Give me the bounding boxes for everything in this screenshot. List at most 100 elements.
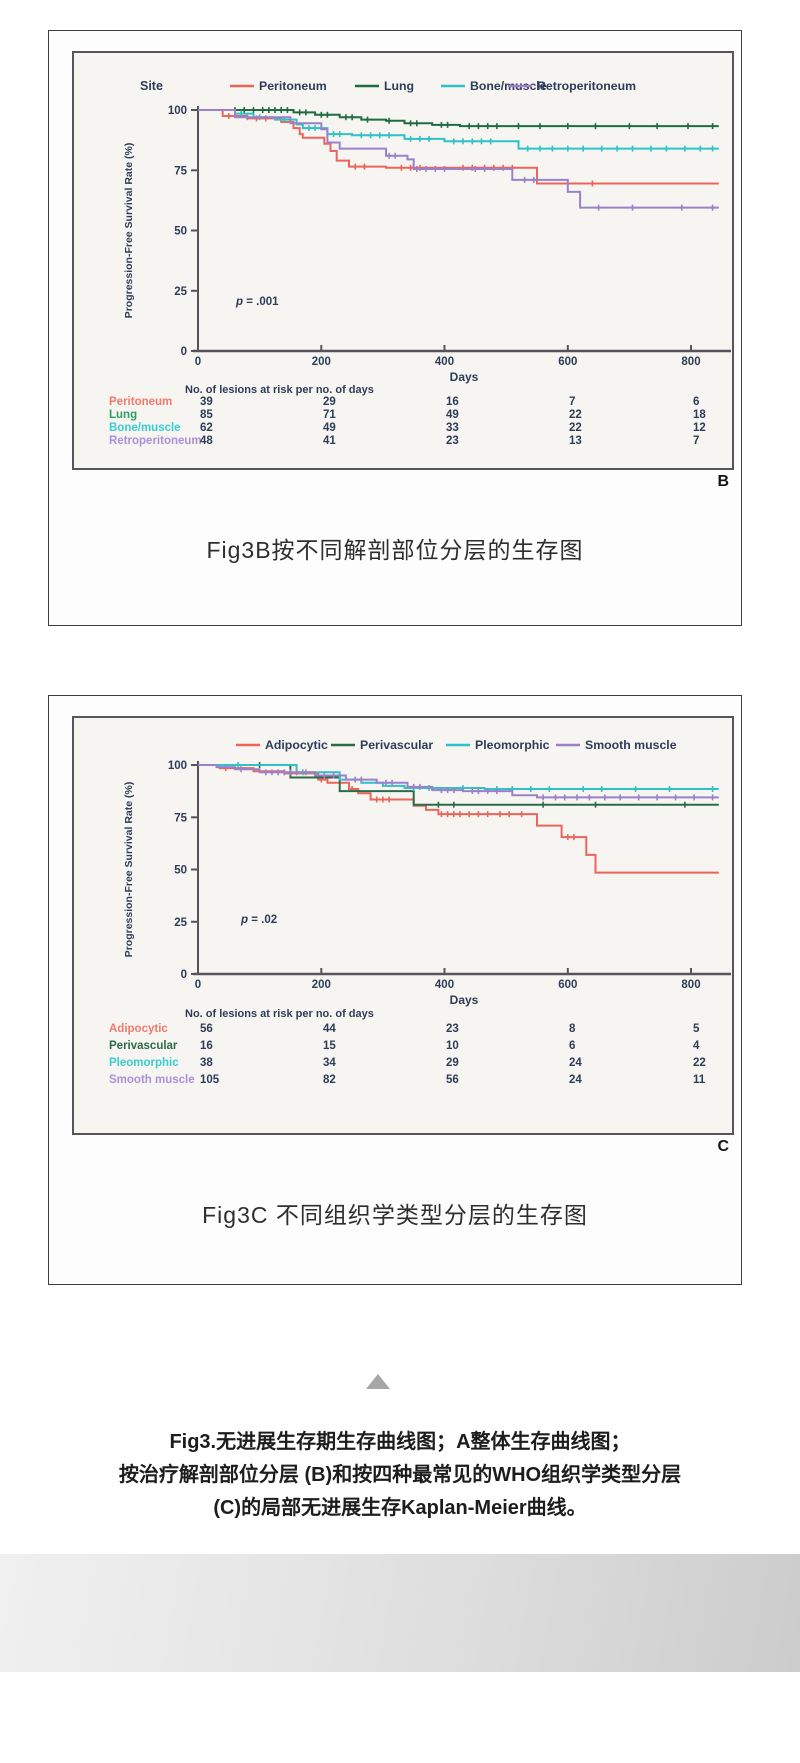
risk-value: 22 [569,422,582,434]
km-chart-b-frame: 100 75 50 25 0 0 200 400 600 800 Days Progression-F… [72,51,734,470]
risk-value: 29 [323,396,336,408]
y-tick-label: 75 [174,812,187,824]
km-curve [198,109,719,209]
km-curve [198,764,719,874]
y-tick-label: 50 [174,865,187,877]
risk-value: 62 [200,422,213,434]
risk-value: 23 [446,1023,459,1035]
risk-value: 23 [446,435,459,447]
risk-value: 4 [693,1040,700,1052]
figure-caption-c: Fig3C 不同组织学类型分层的生存图 [202,1202,588,1228]
x-tick-label: 600 [558,979,577,991]
p-value: p = .02 [240,914,277,926]
risk-value: 49 [323,422,336,434]
x-tick-label: 800 [681,979,700,991]
y-tick-label: 0 [181,346,187,358]
km-curve [198,764,719,799]
risk-row-label: Adipocytic [109,1023,168,1035]
risk-value: 56 [200,1023,213,1035]
y-tick-label: 50 [174,226,187,238]
triangle-up-icon[interactable] [366,1374,390,1389]
km-curve [198,764,719,806]
risk-table-header: No. of lesions at risk per no. of days [185,1008,374,1020]
x-tick-label: 0 [195,356,201,368]
panel-letter-c: C [717,1138,729,1155]
figure-summary-text: Fig3.无进展生存期生存曲线图；A整体生存曲线图； 按治疗解剖部位分层 (B)… [0,1426,800,1525]
p-value: p = .001 [235,296,279,308]
km-curve [198,109,719,150]
risk-value: 24 [569,1074,582,1086]
risk-value: 48 [200,435,213,447]
risk-value: 24 [569,1057,582,1069]
summary-line-1: Fig3.无进展生存期生存曲线图；A整体生存曲线图； [169,1431,631,1453]
risk-row-label: Retroperitoneum [109,435,202,447]
risk-value: 41 [323,435,336,447]
y-tick-label: 25 [174,917,187,929]
panel-letter-b: B [717,473,729,490]
risk-row-label: Lung [109,409,137,421]
risk-value: 38 [200,1057,213,1069]
risk-value: 7 [569,396,575,408]
legend-label: Peritoneum [259,79,327,93]
y-tick-label: 75 [174,165,187,177]
risk-value: 33 [446,422,459,434]
risk-table-header: No. of lesions at risk per no. of days [185,384,374,396]
risk-value: 12 [693,422,706,434]
km-curve [198,109,719,128]
risk-value: 22 [693,1057,706,1069]
risk-row-label: Perivascular [109,1040,178,1052]
risk-row-label: Pleomorphic [109,1057,179,1069]
risk-value: 49 [446,409,459,421]
risk-value: 11 [693,1074,706,1086]
km-curve [198,109,719,185]
legend-label: Perivascular [360,738,433,752]
risk-value: 39 [200,396,213,408]
risk-value: 13 [569,435,582,447]
y-axis-title: Progression-Free Survival Rate (%) [123,143,135,319]
y-tick-label: 0 [181,969,187,981]
legend-label: Lung [384,79,414,93]
risk-value: 85 [200,409,213,421]
figure-panel-b: 100 75 50 25 0 0 200 400 600 800 Days Progression-F… [48,30,742,626]
figure-caption-b: Fig3B按不同解剖部位分层的生存图 [206,537,584,563]
y-tick-label: 100 [168,105,187,117]
x-axis-title: Days [450,370,479,384]
y-tick-label: 100 [168,760,187,772]
risk-value: 29 [446,1057,459,1069]
km-chart-c-frame: 100 75 50 25 0 0 200 400 600 800 Days Progression-F… [72,716,734,1135]
risk-value: 6 [693,396,699,408]
x-tick-label: 0 [195,979,201,991]
risk-row-label: Smooth muscle [109,1074,195,1086]
y-tick-label: 25 [174,286,187,298]
x-tick-label: 600 [558,356,577,368]
risk-value: 105 [200,1074,220,1086]
risk-value: 82 [323,1074,336,1086]
x-tick-label: 200 [312,979,331,991]
risk-value: 6 [569,1040,575,1052]
risk-value: 22 [569,409,582,421]
risk-value: 8 [569,1023,576,1035]
risk-value: 44 [323,1023,336,1035]
risk-value: 18 [693,409,706,421]
km-chart-b: 100 75 50 25 00 200 400 600 800 Days Progression-F… [109,79,731,447]
legend-label: Adipocytic [265,738,328,752]
x-tick-label: 800 [681,356,700,368]
x-tick-label: 400 [435,356,454,368]
risk-value: 7 [693,435,699,447]
km-chart-c: 100 75 50 25 00 200 400 600 800 Days Progression-F… [109,738,731,1086]
x-axis-title: Days [450,993,479,1007]
x-tick-label: 400 [435,979,454,991]
risk-row-label: Peritoneum [109,396,172,408]
legend-title: Site [140,79,163,93]
risk-value: 56 [446,1074,459,1086]
risk-value: 34 [323,1057,336,1069]
x-tick-label: 200 [312,356,331,368]
risk-value: 16 [446,396,459,408]
footer-gradient-band [0,1554,800,1672]
risk-row-label: Bone/muscle [109,422,181,434]
legend-label: Smooth muscle [585,738,677,752]
risk-value: 10 [446,1040,459,1052]
risk-value: 15 [323,1040,336,1052]
risk-value: 16 [200,1040,213,1052]
y-axis-title: Progression-Free Survival Rate (%) [123,782,135,958]
